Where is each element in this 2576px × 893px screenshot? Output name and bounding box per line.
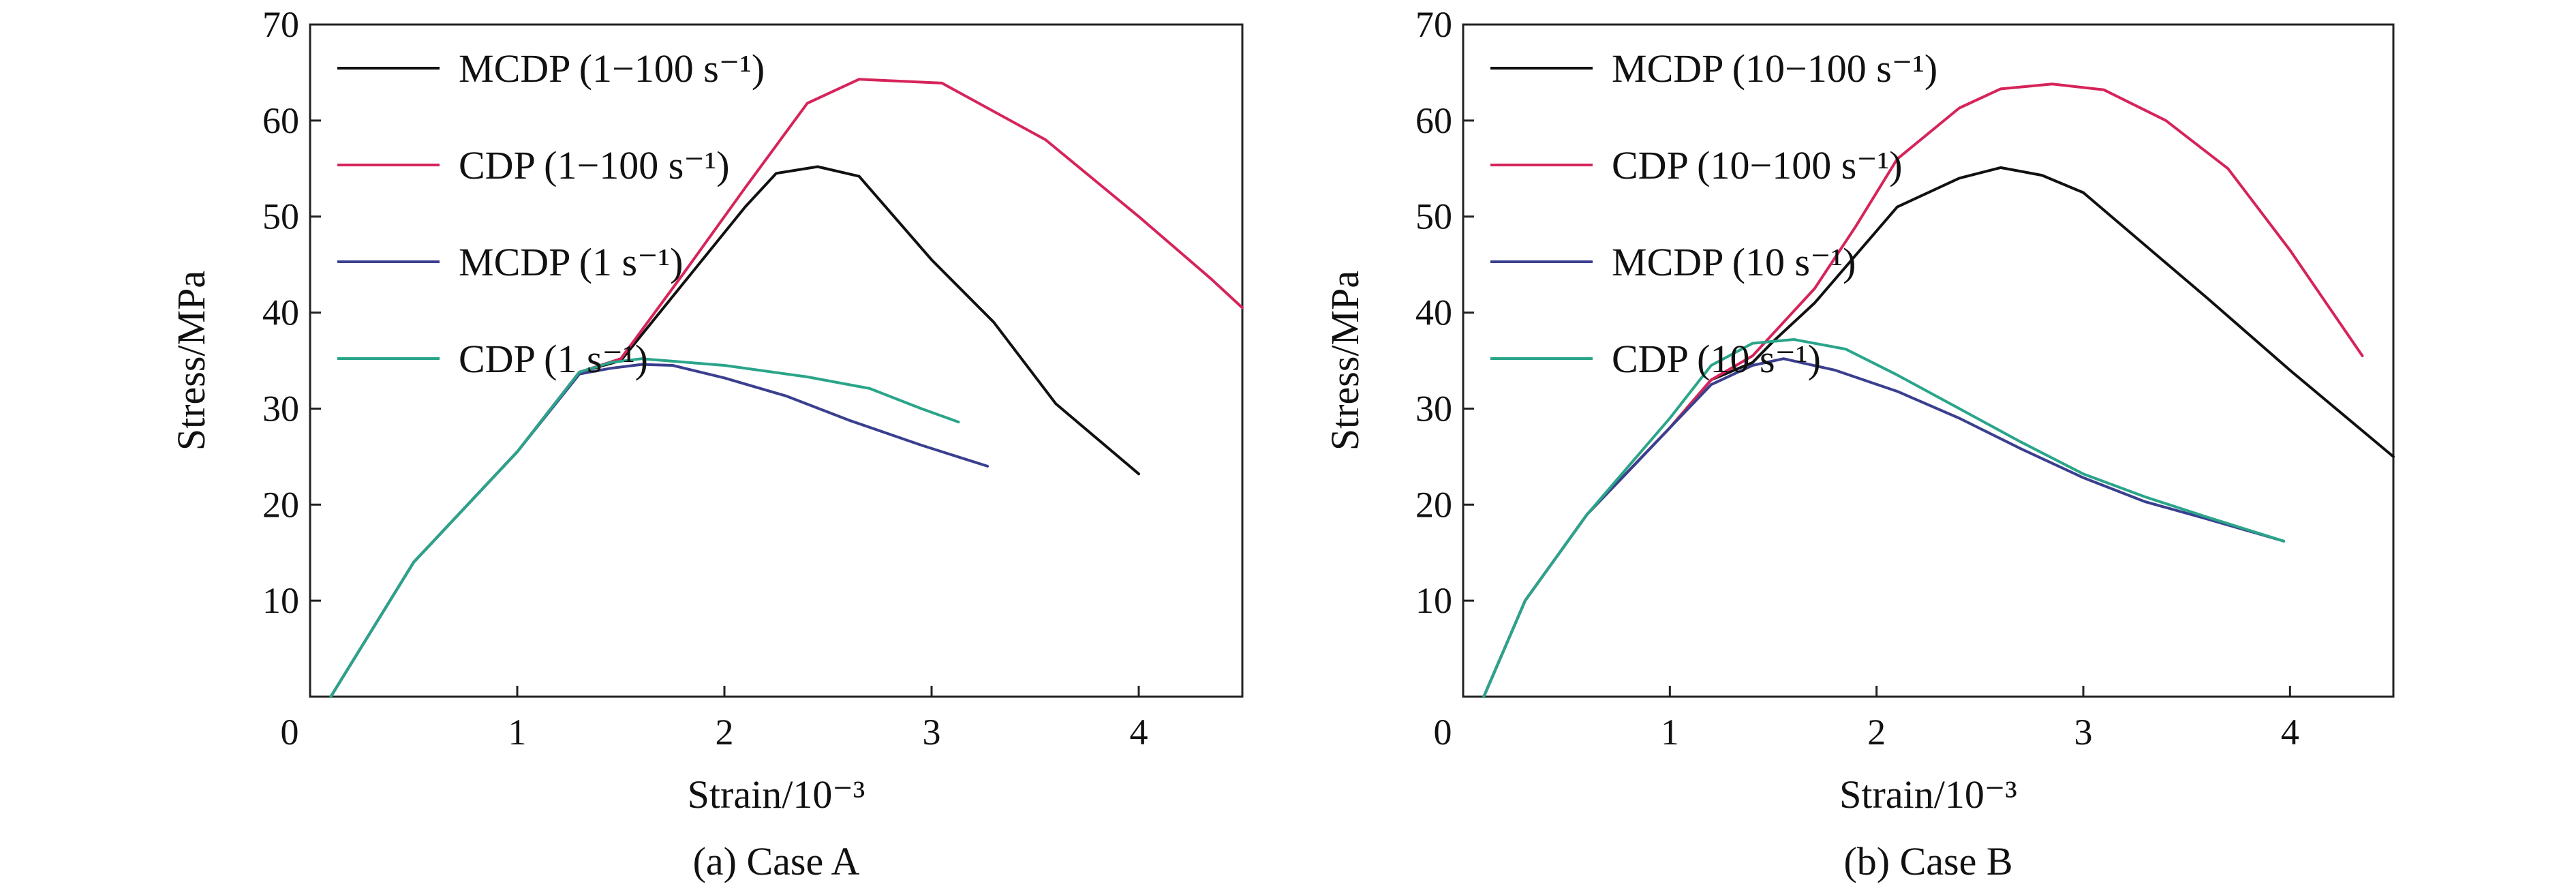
- x-tick-label: 3: [923, 712, 941, 753]
- plot-frame: [1462, 23, 2395, 698]
- y-tick-label: 50: [262, 196, 299, 237]
- y-tick-label: 20: [262, 484, 299, 525]
- x-tick-label: 2: [716, 712, 734, 753]
- y-tick-label: 60: [1415, 100, 1452, 141]
- legend-label: MCDP (10−100 s⁻¹): [1612, 46, 1937, 91]
- y-tick-label: 70: [1415, 4, 1452, 45]
- legend-label: MCDP (1 s⁻¹): [459, 240, 683, 284]
- y-tick-label: 50: [1415, 196, 1452, 237]
- series-line-3: [329, 363, 990, 698]
- chart-panel-a: 0 1 2 3 4 10 20 30 40 50 60 70 Strain/10⁻³ Stress/MPa…: [169, 4, 1244, 883]
- chart-panel-b: 0 1 2 3 4 10 20 30 40 50 60 70 Strain/10⁻³ Stress/MPa…: [1323, 4, 2395, 883]
- y-tick-label: 40: [1415, 292, 1452, 333]
- y-tick-label: 10: [262, 580, 299, 621]
- x-axis-label: Strain/10⁻³: [688, 772, 865, 817]
- legend-label: CDP (1 s⁻¹): [459, 337, 648, 381]
- series-line-4: [329, 357, 960, 698]
- x-tick-label: 3: [2074, 712, 2093, 753]
- x-tick-label: 0: [281, 712, 299, 753]
- legend-label: CDP (1−100 s⁻¹): [459, 143, 730, 187]
- x-tick-label: 4: [2281, 712, 2299, 753]
- x-axis-label: Strain/10⁻³: [1839, 772, 2017, 817]
- x-tick-label: 1: [1661, 712, 1679, 753]
- plot-frame: [309, 23, 1244, 698]
- series-line-3: [1482, 357, 2286, 698]
- y-tick-label: 30: [262, 388, 299, 429]
- y-axis-label: Stress/MPa: [169, 271, 213, 451]
- legend-label: CDP (10 s⁻¹): [1612, 337, 1821, 381]
- series-line-4: [1482, 338, 2286, 698]
- y-axis-label: Stress/MPa: [1323, 271, 1367, 451]
- x-tick-label: 0: [1434, 712, 1452, 753]
- y-tick-label: 70: [262, 4, 299, 45]
- panel-caption: (b) Case B: [1843, 839, 2012, 883]
- series-line-1: [329, 165, 1140, 698]
- legend-label: MCDP (10 s⁻¹): [1612, 240, 1856, 284]
- x-tick-label: 2: [1867, 712, 1886, 753]
- y-tick-label: 30: [1415, 388, 1452, 429]
- legend-label: CDP (10−100 s⁻¹): [1612, 143, 1903, 187]
- legend-label: MCDP (1−100 s⁻¹): [459, 46, 765, 91]
- y-tick-label: 10: [1415, 580, 1452, 621]
- y-tick-label: 20: [1415, 484, 1452, 525]
- panel-caption: (a) Case A: [693, 839, 860, 883]
- x-tick-label: 4: [1130, 712, 1148, 753]
- y-tick-label: 40: [262, 292, 299, 333]
- x-tick-label: 1: [508, 712, 527, 753]
- y-tick-label: 60: [262, 100, 299, 141]
